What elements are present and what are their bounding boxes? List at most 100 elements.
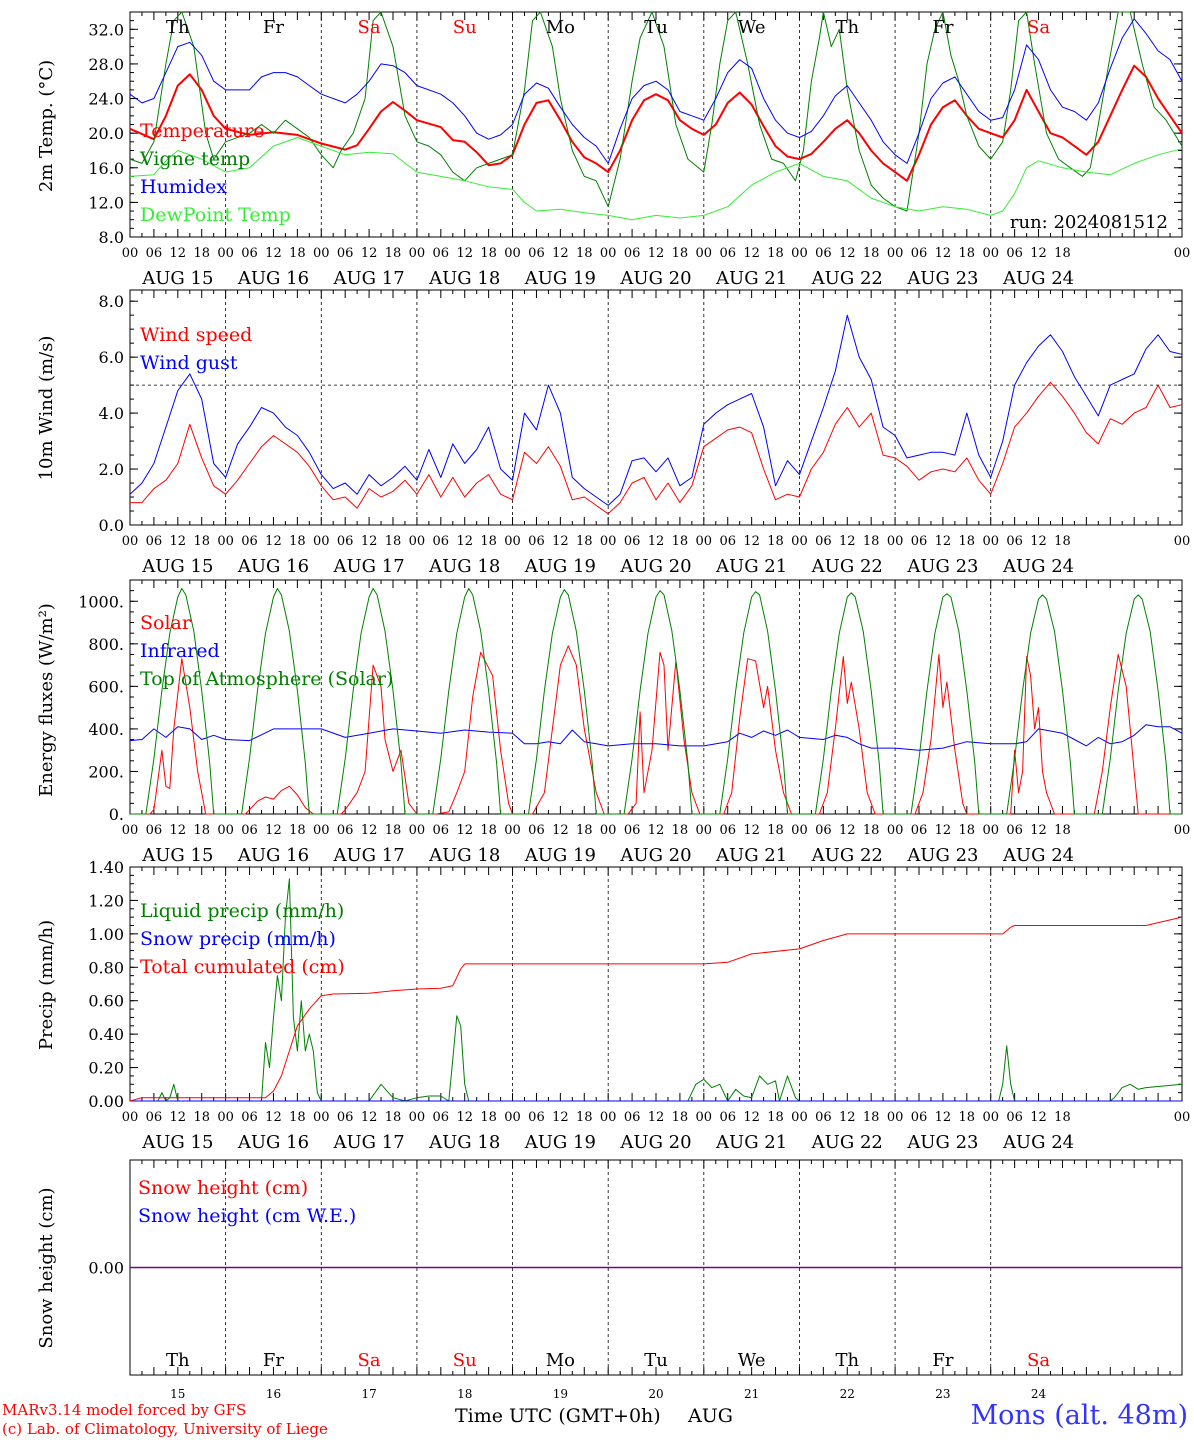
x-tick-label: 06	[241, 1110, 258, 1125]
x-tick-label: 00	[122, 823, 139, 838]
y-tick-label: 0.80	[88, 958, 124, 977]
x-tick-label: 00	[504, 1110, 521, 1125]
x-tick-label: 18	[576, 246, 593, 261]
date-label: AUG 22	[811, 845, 883, 866]
date-label: AUG 18	[428, 556, 500, 577]
date-label: AUG 19	[524, 845, 596, 866]
x-tick-label: 00	[504, 823, 521, 838]
x-tick-label: 06	[433, 246, 450, 261]
weekday-label: Th	[166, 1350, 190, 1371]
x-tick-label: 12	[170, 246, 187, 261]
date-label: AUG 15	[141, 845, 213, 866]
x-tick-label: 18	[1054, 1110, 1071, 1125]
y-tick-label: 1.20	[88, 891, 124, 910]
x-tick-label: 06	[433, 823, 450, 838]
x-tick-label: 06	[241, 534, 258, 549]
date-label: AUG 17	[332, 845, 404, 866]
y-tick-label: 0.60	[88, 992, 124, 1011]
x-tick-label: 18	[289, 1110, 306, 1125]
date-label: AUG 19	[524, 556, 596, 577]
x-tick-label: 18	[1054, 534, 1071, 549]
x-tick-label: 18	[672, 246, 689, 261]
y-axis-label: Precip (mm/h)	[36, 920, 57, 1050]
date-label: AUG 15	[141, 268, 213, 289]
x-tick-label: 00	[217, 823, 234, 838]
x-tick-label: 06	[433, 1110, 450, 1125]
date-label: AUG 24	[1002, 1132, 1074, 1153]
x-tick-label: 18	[672, 534, 689, 549]
x-tick-label: 18	[959, 823, 976, 838]
x-tick-label: 18	[193, 1110, 210, 1125]
date-label: AUG 23	[906, 556, 978, 577]
x-tick-label: 00	[504, 534, 521, 549]
legend-entry: Top of Atmosphere (Solar)	[140, 668, 393, 690]
model-credit: MARv3.14 model forced by GFS	[2, 1401, 247, 1419]
x-tick-label: 06	[815, 1110, 832, 1125]
x-tick-label: 18	[959, 534, 976, 549]
x-tick-label: 12	[361, 246, 378, 261]
date-label: AUG 18	[428, 1132, 500, 1153]
x-tick-label: 12	[265, 534, 282, 549]
x-tick-label: 00	[409, 246, 426, 261]
x-tick-label: 06	[528, 534, 545, 549]
x-tick-label: 00	[696, 823, 713, 838]
x-tick-label: 18	[385, 1110, 402, 1125]
date-label: AUG 18	[428, 845, 500, 866]
x-tick-label: 06	[337, 246, 354, 261]
series-line	[130, 381, 1183, 515]
x-tick-label: 18	[767, 246, 784, 261]
date-label: AUG 19	[524, 1132, 596, 1153]
x-tick-label: 00	[122, 246, 139, 261]
y-tick-label: 16.0	[88, 159, 124, 178]
weekday-label: Su	[453, 1350, 477, 1371]
weekday-label: Th	[835, 17, 859, 38]
x-tick-label: 06	[1006, 534, 1023, 549]
y-tick-label: 400.	[88, 720, 124, 739]
date-label: AUG 15	[141, 556, 213, 577]
x-tick-label: 12	[1030, 246, 1047, 261]
x-tick-label: 00	[696, 534, 713, 549]
x-tick-label: 00	[1174, 534, 1191, 549]
x-tick-label: 06	[1006, 246, 1023, 261]
day-number: 19	[553, 1387, 568, 1401]
day-number: 18	[457, 1387, 472, 1401]
date-label: AUG 23	[906, 268, 978, 289]
x-tick-label: 00	[409, 1110, 426, 1125]
x-tick-label: 06	[815, 246, 832, 261]
x-tick-label: 06	[911, 246, 928, 261]
x-tick-label: 06	[624, 246, 641, 261]
x-tick-label: 12	[743, 823, 760, 838]
x-tick-label: 12	[839, 1110, 856, 1125]
date-label: AUG 21	[715, 1132, 787, 1153]
x-tick-label: 06	[911, 1110, 928, 1125]
legend-entry: Vigne temp	[139, 148, 250, 170]
legend-entry: DewPoint Temp	[140, 204, 291, 226]
x-tick-label: 00	[217, 246, 234, 261]
y-tick-label: 20.0	[88, 124, 124, 143]
x-tick-label: 06	[815, 823, 832, 838]
x-tick-label: 18	[385, 823, 402, 838]
y-tick-label: 8.0	[99, 228, 124, 247]
x-tick-label: 18	[289, 823, 306, 838]
y-tick-label: 32.0	[88, 20, 124, 39]
panel-2	[129, 289, 1183, 526]
x-tick-label: 12	[743, 534, 760, 549]
y-axis-label: Snow height (cm)	[36, 1187, 57, 1348]
x-tick-label: 12	[743, 246, 760, 261]
x-tick-label: 18	[193, 534, 210, 549]
x-tick-label: 12	[552, 1110, 569, 1125]
date-label: AUG 21	[715, 556, 787, 577]
x-tick-label: 00	[982, 534, 999, 549]
x-tick-label: 18	[863, 823, 880, 838]
run-annotation: run: 2024081512	[1010, 212, 1168, 233]
x-tick-label: 12	[935, 1110, 952, 1125]
x-tick-label: 12	[456, 1110, 473, 1125]
date-label: AUG 23	[906, 845, 978, 866]
x-tick-label: 12	[265, 246, 282, 261]
y-tick-label: 0.00	[88, 1259, 124, 1278]
series-line	[129, 18, 1183, 164]
x-tick-label: 18	[576, 1110, 593, 1125]
x-tick-label: 12	[935, 246, 952, 261]
legend-entry: Wind gust	[140, 352, 238, 374]
x-tick-label: 06	[528, 823, 545, 838]
